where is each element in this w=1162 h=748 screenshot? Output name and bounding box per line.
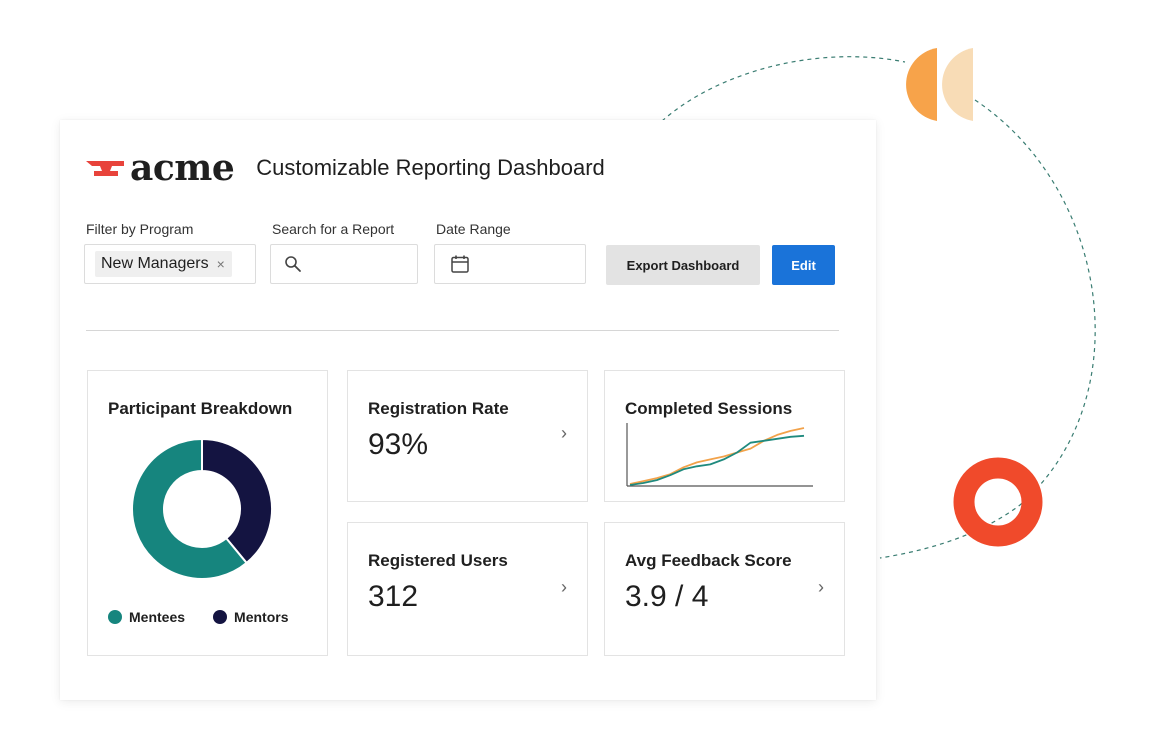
legend-mentors-label: Mentors: [234, 609, 289, 625]
completed-sessions-line-chart: [626, 423, 813, 487]
dashboard-panel: acme Customizable Reporting Dashboard Fi…: [60, 120, 876, 700]
registration-rate-card[interactable]: Registration Rate 93% ›: [347, 370, 588, 502]
page-title: Customizable Reporting Dashboard: [256, 155, 605, 180]
participant-donut-chart: [131, 437, 273, 580]
chevron-right-icon[interactable]: ›: [561, 423, 567, 443]
search-icon: [284, 255, 302, 273]
card-title: Registered Users: [368, 551, 508, 570]
card-title: Registration Rate: [368, 399, 509, 418]
program-chip[interactable]: New Managers ×: [95, 251, 232, 277]
mentors-legend-swatch: [213, 610, 228, 624]
chevron-right-icon[interactable]: ›: [561, 577, 567, 597]
edit-button[interactable]: Edit: [772, 245, 835, 285]
dashboard-header: acme Customizable Reporting Dashboard: [86, 150, 605, 186]
card-title: Avg Feedback Score: [625, 551, 792, 570]
chevron-right-icon[interactable]: ›: [818, 577, 824, 597]
search-label: Search for a Report: [272, 221, 395, 237]
donut-legend: Mentees Mentors: [108, 609, 288, 625]
search-input[interactable]: [270, 244, 418, 284]
donut-slice-mentors: [201, 437, 273, 565]
acme-logo: acme: [86, 147, 235, 189]
dashed-arc-top: [661, 56, 906, 122]
chip-remove-icon[interactable]: ×: [216, 256, 225, 272]
peach-half-circle: [942, 48, 973, 121]
anvil-icon: [86, 161, 124, 176]
section-divider: [86, 330, 839, 331]
date-range-input[interactable]: [434, 244, 586, 284]
program-chip-label: New Managers: [101, 255, 209, 272]
program-filter-label: Filter by Program: [86, 221, 194, 237]
mentees-legend-swatch: [108, 610, 122, 624]
date-range-label: Date Range: [436, 221, 511, 237]
donut-slice-mentees: [131, 437, 249, 580]
program-filter-select[interactable]: New Managers ×: [84, 244, 256, 284]
series-line-1: [629, 427, 805, 485]
registration-rate-value: 93%: [368, 428, 429, 461]
avg-feedback-score-card[interactable]: Avg Feedback Score 3.9 / 4 ›: [604, 522, 845, 656]
red-ring-circle: [953, 457, 1043, 547]
series-line-2: [629, 434, 805, 486]
completed-sessions-card[interactable]: Completed Sessions: [604, 370, 845, 502]
export-dashboard-button[interactable]: Export Dashboard: [606, 245, 760, 285]
card-title: Participant Breakdown: [108, 399, 293, 418]
registered-users-card[interactable]: Registered Users 312 ›: [347, 522, 588, 656]
calendar-icon: [450, 254, 470, 274]
registered-users-value: 312: [368, 580, 419, 613]
participant-breakdown-card[interactable]: Participant Breakdown Mentees Mentors: [87, 370, 328, 656]
dashed-arc-right: [879, 99, 1096, 559]
card-title: Completed Sessions: [625, 399, 793, 418]
orange-half-circle: [906, 48, 937, 121]
legend-mentees-label: Mentees: [129, 609, 186, 625]
avg-feedback-score-value: 3.9 / 4: [625, 580, 709, 613]
logo-wordmark: acme: [130, 147, 235, 189]
